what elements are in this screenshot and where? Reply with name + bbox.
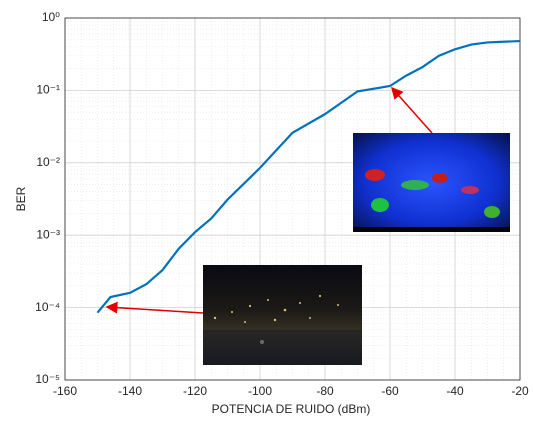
inset-night-city xyxy=(203,265,362,365)
y-tick-label: 10⁻⁵ xyxy=(35,372,60,386)
x-tick-label: -120 xyxy=(183,384,207,398)
y-tick-label: 10⁻¹ xyxy=(36,83,60,97)
y-tick-label: 10⁰ xyxy=(42,10,60,24)
x-tick-label: -160 xyxy=(53,384,77,398)
x-axis-label: POTENCIA DE RUIDO (dBm) xyxy=(212,402,371,416)
data-line xyxy=(96,39,521,314)
y-axis-label: BER xyxy=(14,186,28,211)
x-tick-label: -20 xyxy=(511,384,529,398)
y-tick-label: 10⁻³ xyxy=(36,227,60,241)
inset-blue-image xyxy=(353,133,510,232)
arrow xyxy=(105,301,204,314)
x-tick-label: -40 xyxy=(446,384,464,398)
x-tick-label: -100 xyxy=(248,384,272,398)
arrow xyxy=(391,86,433,134)
y-tick-label: 10⁻² xyxy=(36,155,60,169)
y-tick-label: 10⁻⁴ xyxy=(35,300,60,314)
axes-box xyxy=(64,17,521,381)
x-tick-label: -140 xyxy=(118,384,142,398)
x-tick-label: -80 xyxy=(316,384,334,398)
x-tick-label: -60 xyxy=(381,384,399,398)
